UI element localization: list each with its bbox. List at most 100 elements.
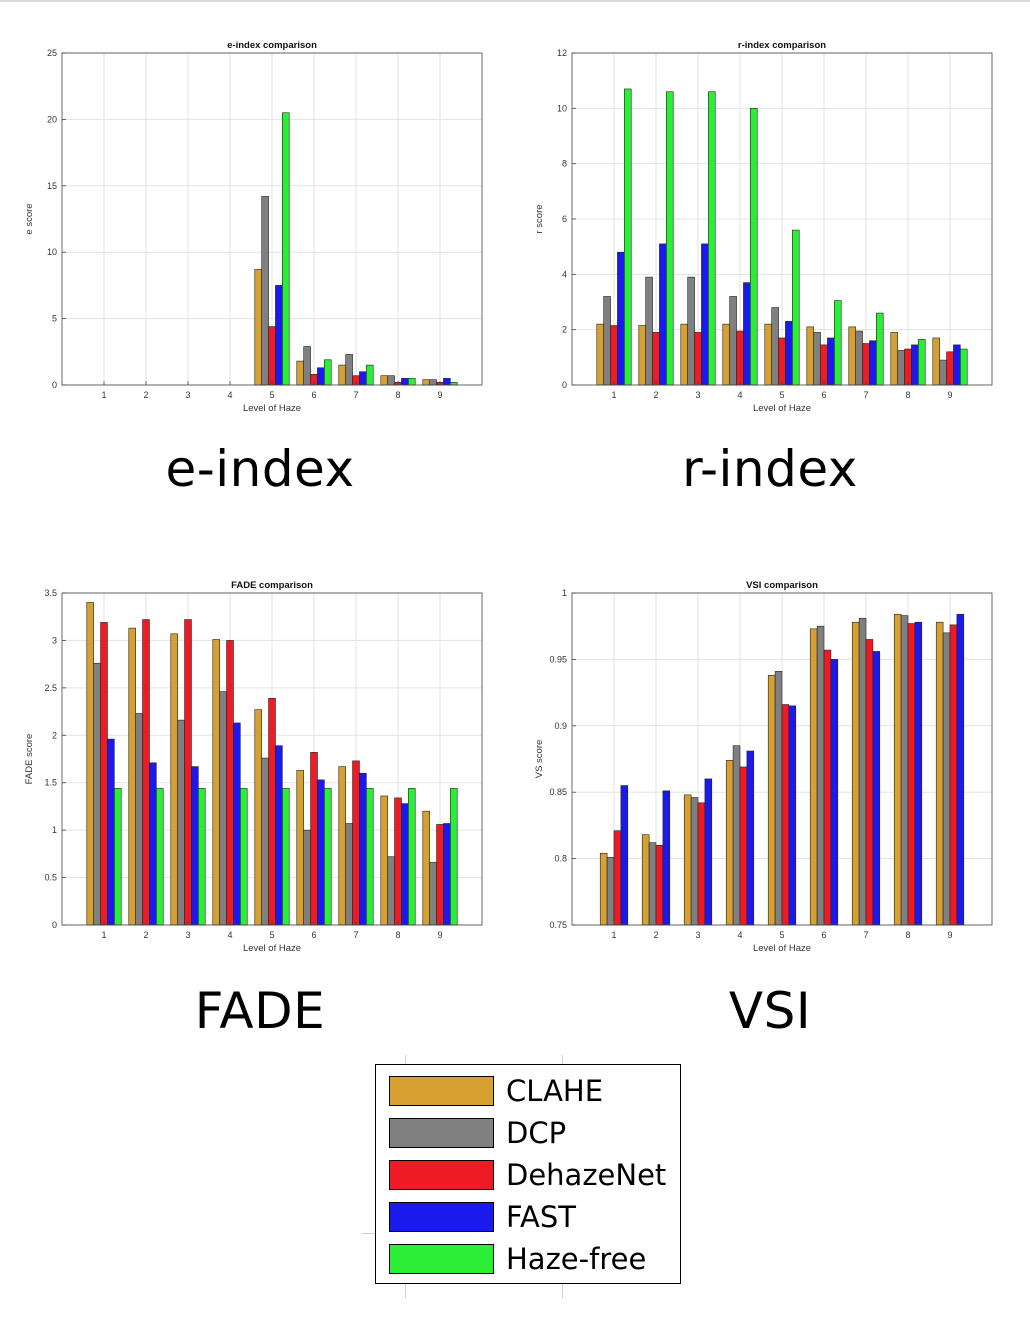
legend-label-fast: FAST bbox=[506, 1200, 576, 1234]
bar-fast-level-7 bbox=[359, 772, 367, 926]
bar-dcp-level-6 bbox=[303, 346, 311, 386]
legend-item-haze-free: Haze-free bbox=[389, 1242, 646, 1276]
bar-fast-level-5 bbox=[275, 745, 283, 926]
bar-dcp-level-1 bbox=[93, 662, 101, 926]
bar-dehazenet-level-7 bbox=[862, 343, 870, 386]
x-tick-label: 6 bbox=[821, 390, 826, 400]
bar-clahe-level-9 bbox=[422, 810, 430, 926]
bar-clahe-level-6 bbox=[296, 360, 304, 386]
x-tick-label: 1 bbox=[101, 930, 106, 940]
bar-clahe-level-1 bbox=[599, 852, 608, 926]
bar-dcp-level-1 bbox=[606, 856, 615, 926]
x-tick-label: 9 bbox=[947, 390, 952, 400]
bar-clahe-level-2 bbox=[638, 325, 646, 386]
x-tick-label: 3 bbox=[695, 390, 700, 400]
bar-dcp-level-7 bbox=[345, 823, 353, 926]
bar-haze-free-level-4 bbox=[750, 108, 758, 386]
bar-dcp-level-9 bbox=[939, 359, 947, 386]
bar-dcp-level-8 bbox=[387, 856, 395, 926]
bar-dcp-level-7 bbox=[855, 330, 863, 386]
bar-dcp-level-4 bbox=[732, 745, 741, 926]
y-tick-label: 20 bbox=[47, 114, 57, 124]
chart-title: VSI comparison bbox=[746, 580, 818, 591]
x-tick-label: 9 bbox=[947, 930, 952, 940]
bar-dehazenet-level-1 bbox=[613, 830, 622, 926]
bar-dcp-level-3 bbox=[177, 719, 185, 926]
bar-haze-free-level-3 bbox=[198, 788, 206, 926]
vsi-panel: 0.75 0.8 0.85 0.9 0.95 1 1 2 3 4 5 6 7 8 9 VSI comparis… bbox=[530, 576, 1010, 1046]
y-tick-label: 1 bbox=[52, 825, 57, 835]
y-tick-label: 0.9 bbox=[554, 721, 567, 731]
bar-dehazenet-level-4 bbox=[736, 330, 744, 386]
x-tick-label: 1 bbox=[611, 390, 616, 400]
x-tick-label: 1 bbox=[611, 930, 616, 940]
legend-item-fast: FAST bbox=[389, 1200, 576, 1234]
y-tick-label: 2 bbox=[562, 325, 567, 335]
bar-clahe-level-6 bbox=[806, 326, 814, 386]
bar-dcp-level-8 bbox=[387, 375, 395, 386]
top-border bbox=[0, 0, 1030, 2]
y-tick-label: 0.75 bbox=[549, 920, 567, 930]
x-tick-label: 6 bbox=[821, 930, 826, 940]
bar-clahe-level-7 bbox=[338, 364, 346, 386]
legend-item-dcp: DCP bbox=[389, 1116, 566, 1150]
bar-dehazenet-level-3 bbox=[697, 802, 706, 926]
x-tick-label: 7 bbox=[353, 390, 358, 400]
bar-haze-free-level-9 bbox=[450, 788, 458, 926]
x-tick-label: 7 bbox=[863, 390, 868, 400]
bar-dehazenet-level-8 bbox=[907, 623, 916, 926]
y-tick-label: 3.5 bbox=[44, 588, 57, 598]
bar-clahe-level-3 bbox=[680, 323, 688, 386]
bar-dehazenet-level-2 bbox=[652, 332, 660, 386]
y-axis-label: e score bbox=[24, 203, 35, 234]
fade-chart: 0 0.5 1 1.5 2 2.5 3 3.5 1 2 3 4 5 6 7 8 9 FADE comparison… bbox=[24, 580, 483, 954]
bar-fast-level-5 bbox=[788, 705, 797, 926]
x-tick-label: 4 bbox=[737, 930, 742, 940]
bar-dehazenet-level-1 bbox=[610, 325, 618, 386]
chart-title: r-index comparison bbox=[738, 40, 826, 51]
bar-dehazenet-level-5 bbox=[778, 337, 786, 386]
y-tick-label: 0 bbox=[52, 380, 57, 390]
x-tick-label: 9 bbox=[437, 930, 442, 940]
bar-haze-free-level-8 bbox=[408, 378, 416, 386]
bar-haze-free-level-6 bbox=[324, 359, 332, 386]
y-tick-label: 0.8 bbox=[554, 854, 567, 864]
x-tick-label: 1 bbox=[101, 390, 106, 400]
bar-clahe-level-8 bbox=[893, 613, 902, 926]
legend-swatch-clahe bbox=[389, 1076, 494, 1106]
guide-line bbox=[562, 1284, 563, 1298]
bar-haze-free-level-1 bbox=[114, 788, 122, 926]
x-tick-label: 7 bbox=[863, 930, 868, 940]
bar-clahe-level-2 bbox=[128, 627, 136, 926]
bar-dcp-level-1 bbox=[603, 296, 611, 386]
panel-title-vsi: VSI bbox=[728, 982, 812, 1040]
bar-fast-level-1 bbox=[617, 251, 625, 386]
bar-fast-level-9 bbox=[953, 344, 961, 386]
bar-dehazenet-level-5 bbox=[268, 697, 276, 926]
bar-dehazenet-level-1 bbox=[100, 622, 108, 926]
bar-fast-level-2 bbox=[659, 243, 667, 386]
bar-dehazenet-level-7 bbox=[352, 760, 360, 926]
legend-label-dehazenet: DehazeNet bbox=[506, 1158, 667, 1192]
bar-clahe-level-5 bbox=[254, 709, 262, 926]
panel-title-fade: FADE bbox=[194, 982, 326, 1040]
bar-haze-free-level-7 bbox=[366, 364, 374, 386]
bar-fast-level-8 bbox=[914, 621, 923, 926]
bar-dehazenet-level-4 bbox=[226, 640, 234, 926]
y-tick-label: 3 bbox=[52, 635, 57, 645]
x-tick-label: 5 bbox=[779, 930, 784, 940]
bar-dcp-level-9 bbox=[429, 862, 437, 926]
bar-dehazenet-level-2 bbox=[655, 845, 664, 926]
bar-clahe-level-8 bbox=[890, 332, 898, 386]
bar-dehazenet-level-5 bbox=[781, 704, 790, 926]
x-axis-label: Level of Haze bbox=[753, 403, 811, 414]
x-tick-label: 8 bbox=[395, 930, 400, 940]
legend-swatch-fast bbox=[389, 1202, 494, 1232]
legend-label-haze-free: Haze-free bbox=[506, 1242, 647, 1276]
legend-item-clahe: CLAHE bbox=[389, 1074, 603, 1108]
legend-swatch-dehazenet bbox=[389, 1160, 494, 1190]
bar-dcp-level-4 bbox=[729, 296, 737, 386]
y-axis-label: VS score bbox=[534, 740, 545, 779]
legend-swatch-dcp bbox=[389, 1118, 494, 1148]
bar-fast-level-4 bbox=[746, 750, 755, 926]
